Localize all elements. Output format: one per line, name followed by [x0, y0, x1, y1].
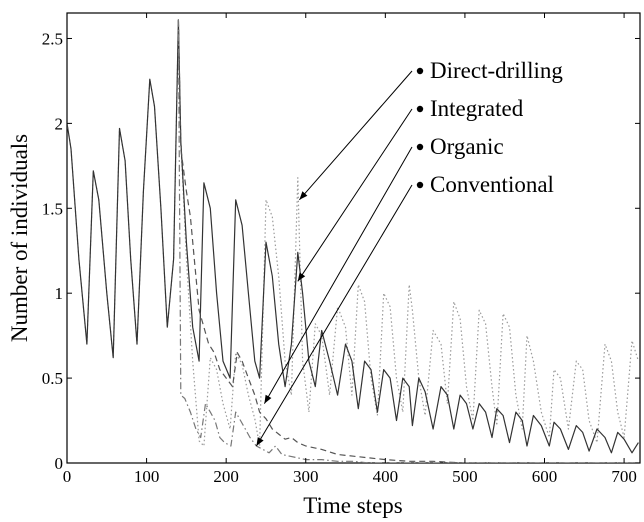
annotation-arrow-organic: [263, 146, 413, 404]
legend-label-conventional: Conventional: [430, 172, 554, 197]
annotation-arrow-integrated: [297, 108, 413, 282]
y-tick-label: 1.5: [42, 199, 63, 218]
annotation-arrowhead-direct-drilling: [299, 191, 308, 200]
legend-bullet-organic: [416, 143, 424, 151]
y-tick-label: 2: [55, 114, 64, 133]
legend-bullet-conventional: [416, 181, 424, 189]
x-tick-label: 500: [452, 467, 478, 486]
x-tick-label: 700: [611, 467, 637, 486]
annotation-arrow-direct-drilling: [299, 70, 413, 201]
legend-bullet-direct-drilling: [416, 67, 424, 75]
x-tick-label: 0: [63, 467, 72, 486]
plot-frame: [66, 12, 641, 464]
series-line-direct-drilling: [67, 19, 639, 447]
annotation-arrow-conventional: [255, 184, 413, 447]
ticks-layer: 0 100 200 300 400 500 600 700 0 0.5 1 1.5 2 2.5: [42, 13, 640, 486]
annotation-arrowhead-organic: [264, 394, 272, 404]
series-line-organic: [177, 19, 639, 463]
x-axis-label: Time steps: [303, 493, 403, 518]
y-tick-label: 0.5: [42, 369, 63, 388]
x-tick-label: 400: [373, 467, 399, 486]
y-tick-label: 1: [55, 284, 64, 303]
annotation-arrowhead-conventional: [256, 437, 264, 446]
series-layer: [67, 19, 639, 463]
legend-label-direct-drilling: Direct-drilling: [430, 58, 563, 83]
y-axis-label: Number of individuals: [7, 134, 32, 342]
x-tick-label: 200: [213, 467, 239, 486]
annotation-layer: Direct-drilling Integrated Organic Conventi…: [255, 58, 563, 447]
series-line-integrated: [67, 19, 639, 454]
y-tick-label: 2.5: [42, 29, 63, 48]
x-tick-label: 300: [293, 467, 319, 486]
annotation-arrowhead-integrated: [297, 272, 306, 282]
series-line-conventional: [177, 19, 639, 463]
x-tick-label: 100: [134, 467, 160, 486]
legend-label-integrated: Integrated: [430, 96, 524, 121]
legend-label-organic: Organic: [430, 134, 504, 159]
legend-bullet-integrated: [416, 105, 424, 113]
x-tick-label: 600: [532, 467, 558, 486]
y-tick-label: 0: [55, 454, 64, 473]
